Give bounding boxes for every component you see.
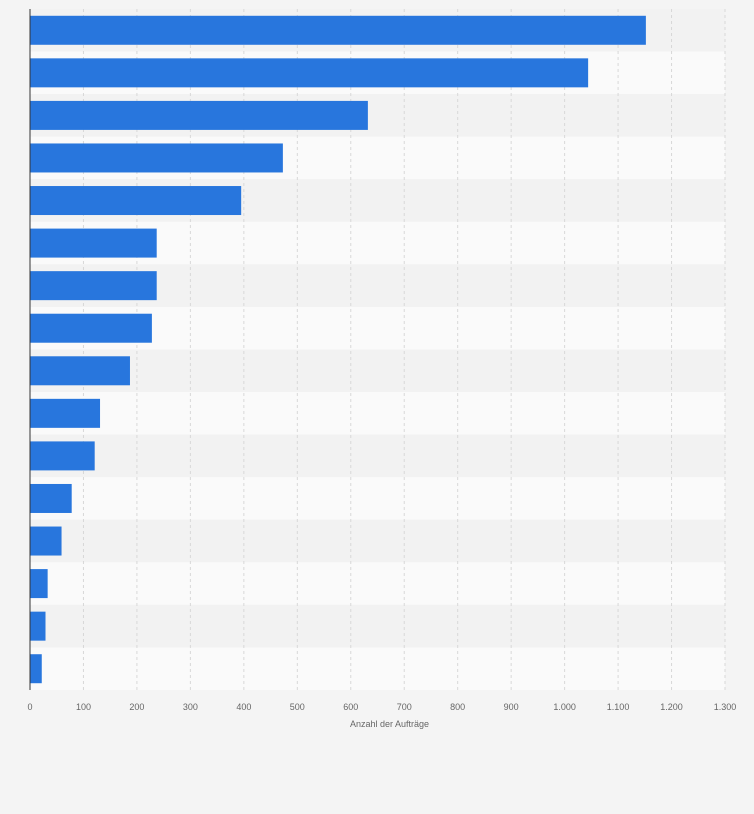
bars <box>30 15 646 684</box>
row-band <box>30 392 725 435</box>
x-tick-label: 400 <box>236 702 251 712</box>
bar <box>30 313 152 343</box>
bar <box>30 186 242 216</box>
x-tick-label: 900 <box>504 702 519 712</box>
bar <box>30 271 157 301</box>
x-tick-label: 600 <box>343 702 358 712</box>
row-band <box>30 477 725 520</box>
bar <box>30 569 48 599</box>
row-band <box>30 604 725 648</box>
x-tick-label: 300 <box>183 702 198 712</box>
bar <box>30 483 72 513</box>
x-tick-labels: 0 100 200 300 400 500 600 700 800 900 1.000 1.100 1.… <box>27 702 736 712</box>
bar <box>30 398 101 428</box>
x-tick-label: 0 <box>27 702 32 712</box>
bar <box>30 441 95 471</box>
bar <box>30 15 646 45</box>
x-tick-label: 1.100 <box>607 702 630 712</box>
bar <box>30 58 589 88</box>
bar <box>30 100 368 130</box>
row-band <box>30 349 725 393</box>
x-tick-label: 500 <box>290 702 305 712</box>
x-axis-label: Anzahl der Aufträge <box>350 719 429 729</box>
x-tick-label: 1.300 <box>714 702 737 712</box>
bar <box>30 228 157 258</box>
x-tick-label: 1.000 <box>553 702 576 712</box>
row-band <box>30 434 725 478</box>
row-band <box>30 519 725 563</box>
bar <box>30 356 130 386</box>
row-band <box>30 647 725 690</box>
row-band <box>30 562 725 605</box>
bar <box>30 526 62 556</box>
x-tick-label: 200 <box>129 702 144 712</box>
x-tick-label: 100 <box>76 702 91 712</box>
x-tick-label: 1.200 <box>660 702 683 712</box>
bar <box>30 654 42 684</box>
x-tick-label: 700 <box>397 702 412 712</box>
x-tick-label: 800 <box>450 702 465 712</box>
bar <box>30 611 46 641</box>
bar <box>30 143 283 173</box>
